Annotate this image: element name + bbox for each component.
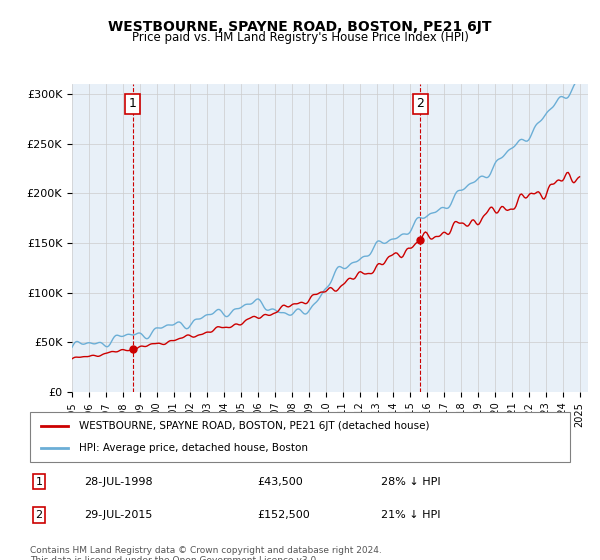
Text: 28% ↓ HPI: 28% ↓ HPI bbox=[381, 477, 440, 487]
Text: HPI: Average price, detached house, Boston: HPI: Average price, detached house, Bost… bbox=[79, 443, 308, 453]
Text: 29-JUL-2015: 29-JUL-2015 bbox=[84, 510, 152, 520]
Text: 21% ↓ HPI: 21% ↓ HPI bbox=[381, 510, 440, 520]
Text: £152,500: £152,500 bbox=[257, 510, 310, 520]
Text: 2: 2 bbox=[416, 97, 424, 110]
Text: Price paid vs. HM Land Registry's House Price Index (HPI): Price paid vs. HM Land Registry's House … bbox=[131, 31, 469, 44]
Text: 28-JUL-1998: 28-JUL-1998 bbox=[84, 477, 152, 487]
Text: 1: 1 bbox=[128, 97, 137, 110]
Text: WESTBOURNE, SPAYNE ROAD, BOSTON, PE21 6JT (detached house): WESTBOURNE, SPAYNE ROAD, BOSTON, PE21 6J… bbox=[79, 421, 429, 431]
Text: WESTBOURNE, SPAYNE ROAD, BOSTON, PE21 6JT: WESTBOURNE, SPAYNE ROAD, BOSTON, PE21 6J… bbox=[108, 20, 492, 34]
Text: 1: 1 bbox=[35, 477, 43, 487]
Text: £43,500: £43,500 bbox=[257, 477, 302, 487]
Text: 2: 2 bbox=[35, 510, 43, 520]
Text: Contains HM Land Registry data © Crown copyright and database right 2024.
This d: Contains HM Land Registry data © Crown c… bbox=[30, 546, 382, 560]
FancyBboxPatch shape bbox=[30, 412, 570, 462]
